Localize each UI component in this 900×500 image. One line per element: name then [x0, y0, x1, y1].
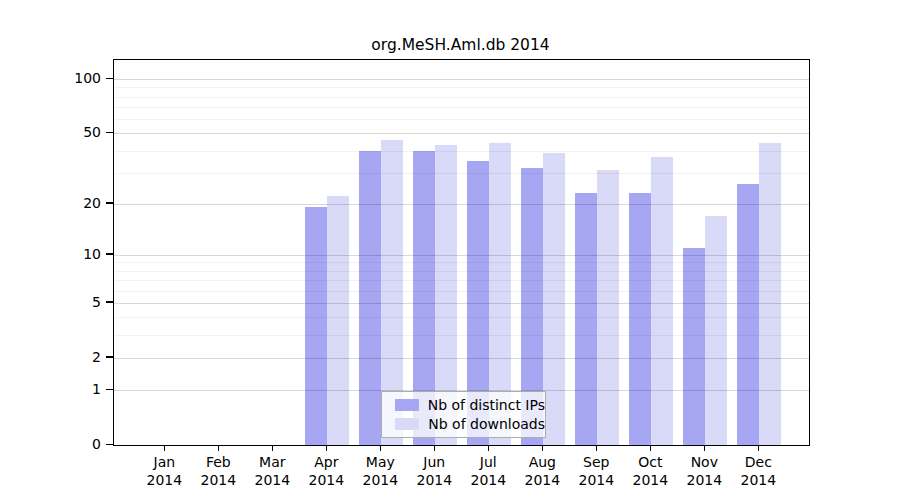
- x-tick-label-aug-2014: Aug 2014: [512, 453, 572, 489]
- bar-nb-of-downloads-sep-2014: [597, 170, 619, 445]
- gridline-minor-9: [114, 262, 809, 263]
- x-tick-mark-feb-2014: [218, 446, 220, 451]
- x-tick-mark-jan-2014: [164, 446, 166, 451]
- gridline-minor-4: [114, 317, 809, 318]
- y-tick-label-10: 10: [0, 246, 101, 262]
- x-tick-label-apr-2014: Apr 2014: [296, 453, 356, 489]
- chart-window: org.MeSH.Aml.db 2014 Nb of distinct IPs …: [0, 0, 900, 500]
- bar-nb-of-downloads-nov-2014: [705, 216, 727, 445]
- gridline-major-20: [114, 204, 809, 205]
- y-tick-label-1: 1: [0, 381, 101, 397]
- gridline-major-2: [114, 358, 809, 359]
- gridline-minor-30: [114, 173, 809, 174]
- x-tick-label-dec-2014: Dec 2014: [728, 453, 788, 489]
- gridline-major-5: [114, 303, 809, 304]
- gridline-minor-90: [114, 87, 809, 88]
- y-tick-label-50: 50: [0, 124, 101, 140]
- legend-label-downloads: Nb of downloads: [428, 416, 545, 432]
- y-tick-mark-2: [106, 356, 113, 358]
- bar-nb-of-downloads-dec-2014: [759, 143, 781, 445]
- bar-nb-of-downloads-apr-2014: [327, 196, 349, 445]
- bar-nb-of-distinct-ips-sep-2014: [575, 193, 597, 445]
- y-tick-label-100: 100: [0, 70, 101, 86]
- x-tick-mark-jul-2014: [488, 446, 490, 451]
- gridline-major-100: [114, 79, 809, 80]
- x-tick-mark-oct-2014: [650, 446, 652, 451]
- x-tick-mark-mar-2014: [272, 446, 274, 451]
- y-tick-mark-1: [106, 389, 113, 391]
- x-tick-label-feb-2014: Feb 2014: [188, 453, 248, 489]
- x-tick-label-mar-2014: Mar 2014: [242, 453, 302, 489]
- y-tick-mark-0: [106, 444, 113, 446]
- x-tick-label-oct-2014: Oct 2014: [620, 453, 680, 489]
- legend-swatch-downloads: [395, 418, 419, 430]
- legend: Nb of distinct IPs Nb of downloads: [381, 391, 546, 438]
- gridline-minor-8: [114, 271, 809, 272]
- bar-nb-of-downloads-oct-2014: [651, 157, 673, 446]
- y-tick-mark-50: [106, 132, 113, 134]
- x-tick-mark-jun-2014: [434, 446, 436, 451]
- x-tick-label-sep-2014: Sep 2014: [566, 453, 626, 489]
- plot-area: Nb of distinct IPs Nb of downloads: [113, 59, 810, 446]
- legend-swatch-distinct-ips: [395, 399, 419, 411]
- bar-nb-of-downloads-aug-2014: [543, 153, 565, 446]
- x-tick-mark-dec-2014: [758, 446, 760, 451]
- gridline-minor-70: [114, 107, 809, 108]
- legend-item-downloads: Nb of downloads: [382, 416, 545, 432]
- y-tick-label-20: 20: [0, 195, 101, 211]
- bar-nb-of-distinct-ips-dec-2014: [737, 184, 759, 445]
- x-tick-label-jul-2014: Jul 2014: [458, 453, 518, 489]
- x-tick-mark-nov-2014: [704, 446, 706, 451]
- y-tick-label-2: 2: [0, 349, 101, 365]
- legend-label-distinct-ips: Nb of distinct IPs: [428, 397, 545, 413]
- bar-nb-of-distinct-ips-nov-2014: [683, 248, 705, 445]
- gridline-minor-7: [114, 280, 809, 281]
- bar-nb-of-distinct-ips-may-2014: [359, 151, 381, 446]
- gridline-major-10: [114, 255, 809, 256]
- gridline-minor-3: [114, 335, 809, 336]
- bar-nb-of-distinct-ips-oct-2014: [629, 193, 651, 445]
- y-tick-mark-100: [106, 78, 113, 80]
- x-tick-mark-may-2014: [380, 446, 382, 451]
- x-tick-mark-apr-2014: [326, 446, 328, 451]
- gridline-minor-60: [114, 119, 809, 120]
- x-tick-label-may-2014: May 2014: [350, 453, 410, 489]
- y-tick-mark-5: [106, 301, 113, 303]
- x-tick-mark-sep-2014: [596, 446, 598, 451]
- x-tick-label-nov-2014: Nov 2014: [674, 453, 734, 489]
- gridline-minor-6: [114, 291, 809, 292]
- gridline-minor-80: [114, 97, 809, 98]
- x-tick-mark-aug-2014: [542, 446, 544, 451]
- x-tick-label-jan-2014: Jan 2014: [134, 453, 194, 489]
- bar-nb-of-distinct-ips-apr-2014: [305, 207, 327, 445]
- y-tick-mark-20: [106, 202, 113, 204]
- gridline-minor-40: [114, 151, 809, 152]
- y-tick-mark-10: [106, 253, 113, 255]
- x-tick-label-jun-2014: Jun 2014: [404, 453, 464, 489]
- legend-item-distinct-ips: Nb of distinct IPs: [382, 397, 545, 413]
- gridline-major-50: [114, 133, 809, 134]
- y-tick-label-0: 0: [0, 436, 101, 452]
- chart-title: org.MeSH.Aml.db 2014: [113, 36, 808, 58]
- y-tick-label-5: 5: [0, 294, 101, 310]
